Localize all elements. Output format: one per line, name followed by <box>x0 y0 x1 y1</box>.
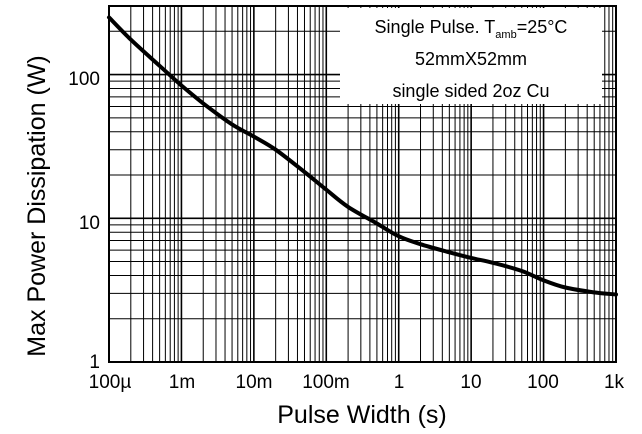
y-tick-label-100: 100 <box>68 69 100 90</box>
annotation-line-3: single sided 2oz Cu <box>392 81 549 101</box>
plot-frame <box>108 5 617 363</box>
x-tick-label-100m: 100m <box>302 372 350 393</box>
x-tick-label-1m: 1m <box>169 372 195 393</box>
y-tick-labels: 1 10 100 <box>68 69 100 373</box>
x-tick-label-1k: 1k <box>604 372 625 393</box>
x-tick-label-10m: 10m <box>236 372 273 393</box>
x-tick-label-100: 100 <box>527 372 559 393</box>
x-tick-label-100u: 100µ <box>89 372 132 393</box>
x-tick-label-1: 1 <box>394 372 405 393</box>
x-axis-title: Pulse Width (s) <box>277 401 446 429</box>
x-tick-labels: 100µ 1m 10m 100m 1 10 100 1k <box>89 372 625 393</box>
annotation-line-1: Single Pulse. Tamb=25°C <box>375 17 568 41</box>
annotation-background <box>340 8 602 104</box>
annotation-line-2: 52mmX52mm <box>415 49 527 69</box>
y-tick-label-1: 1 <box>89 352 100 373</box>
x-tick-label-10: 10 <box>460 372 481 393</box>
y-tick-label-10: 10 <box>79 213 100 234</box>
y-axis-title: Max Power Dissipation (W) <box>23 55 51 356</box>
series-line <box>107 15 618 297</box>
annotation-box: Single Pulse. Tamb=25°C 52mmX52mm single… <box>340 8 602 104</box>
